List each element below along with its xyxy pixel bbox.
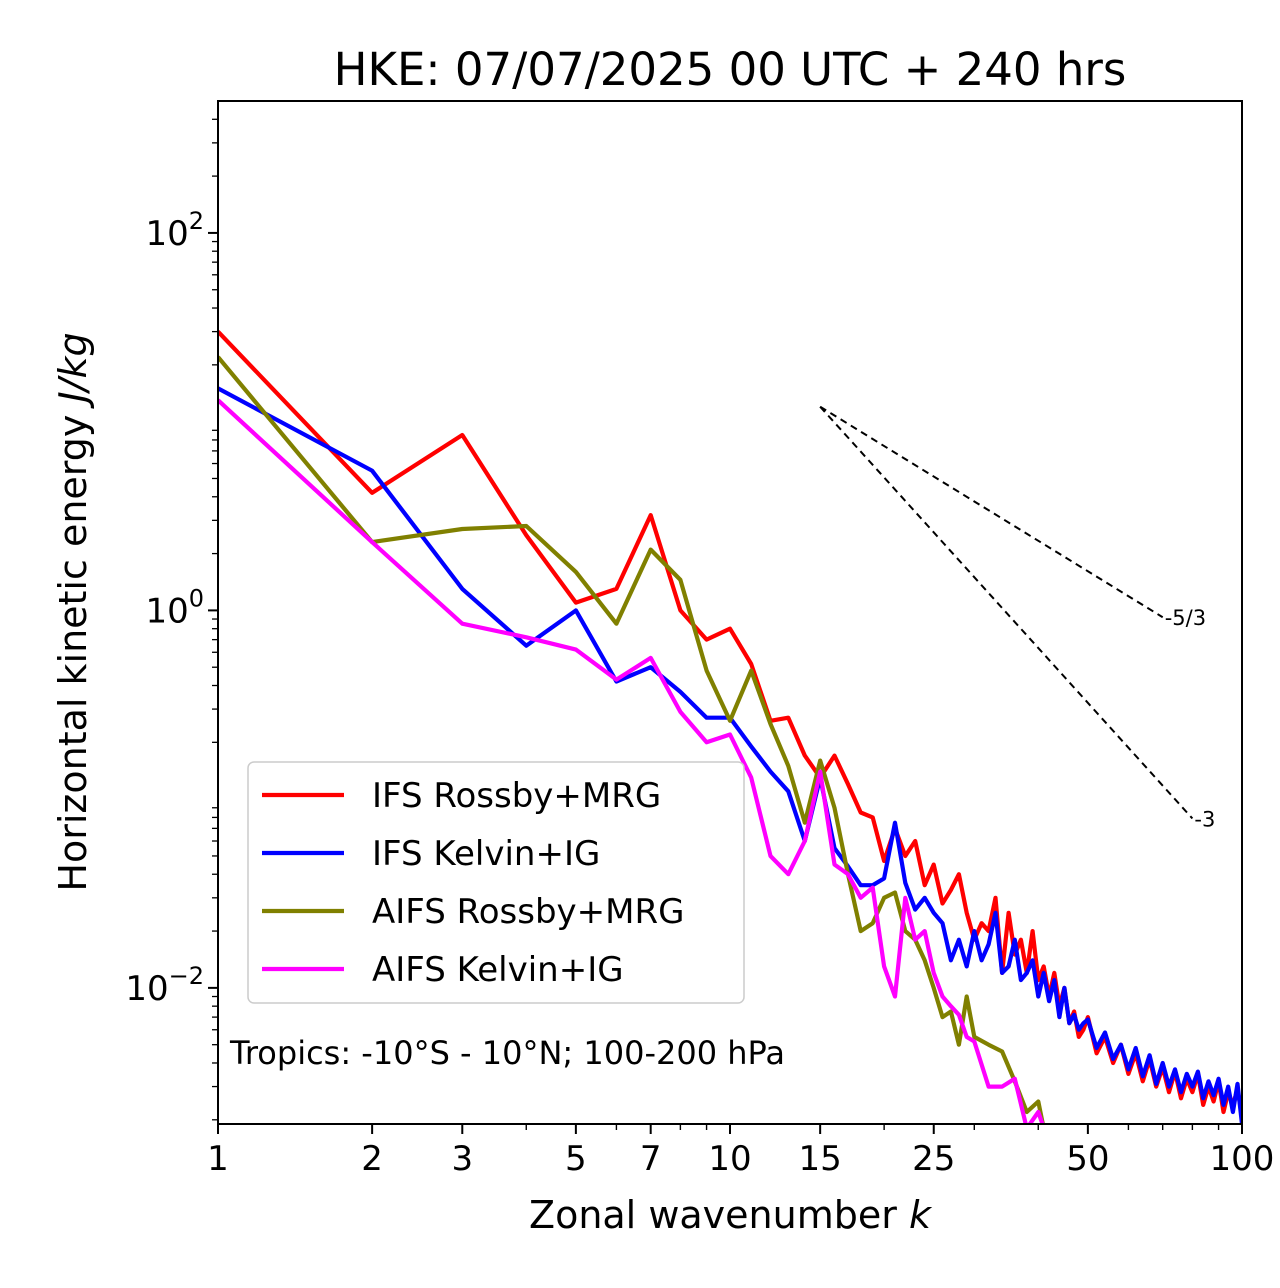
reference-slopes: -5/3 -3 [819, 405, 1215, 831]
x-tick-label: 25 [912, 1139, 955, 1179]
reference-line-1 [819, 406, 1194, 820]
y-tick-label: 100 [145, 584, 204, 631]
series-line-1 [218, 386, 1242, 1124]
y-tick-label: 10−2 [125, 962, 204, 1009]
x-tick-label: 10 [708, 1139, 751, 1179]
x-tick-label: 2 [361, 1139, 383, 1179]
x-tick-label: 5 [565, 1139, 587, 1179]
reference-label-0: -5/3 [1165, 606, 1206, 630]
legend: IFS Rossby+MRG IFS Kelvin+IG AIFS Rossby+M… [247, 761, 745, 1004]
x-tick-label: 50 [1066, 1139, 1109, 1179]
reference-line-0 [819, 405, 1164, 619]
y-tick-label: 102 [145, 207, 204, 254]
legend-box [247, 761, 745, 1004]
y-axis-label: Horizontal kinetic energy J/kg [51, 332, 95, 891]
legend-label-3: AIFS Kelvin+IG [372, 950, 624, 990]
chart-title: HKE: 07/07/2025 00 UTC + 240 hrs [334, 43, 1127, 96]
x-tick-label: 3 [451, 1139, 473, 1179]
region-annotation: Tropics: -10°S - 10°N; 100-200 hPa [229, 1034, 785, 1072]
x-tick-label: 15 [799, 1139, 842, 1179]
series-line-3 [218, 398, 1045, 1124]
reference-label-1: -3 [1194, 807, 1215, 831]
y-axis-ticks: 10−2 100 102 [125, 118, 218, 1121]
legend-label-2: AIFS Rossby+MRG [372, 892, 684, 932]
series-line-2 [218, 355, 1045, 1124]
x-tick-label: 1 [207, 1139, 229, 1179]
plot-series-layer [218, 330, 1242, 1124]
x-axis-ticks: 1 2 3 5 7 10 15 25 50 100 [207, 1124, 1274, 1179]
x-tick-label: 100 [1210, 1139, 1275, 1179]
legend-entries: IFS Rossby+MRG IFS Kelvin+IG AIFS Rossby+M… [262, 776, 684, 990]
x-tick-label: 7 [640, 1139, 662, 1179]
legend-label-0: IFS Rossby+MRG [372, 776, 661, 816]
x-axis-label: Zonal wavenumber k [529, 1193, 933, 1237]
legend-label-1: IFS Kelvin+IG [372, 834, 600, 874]
